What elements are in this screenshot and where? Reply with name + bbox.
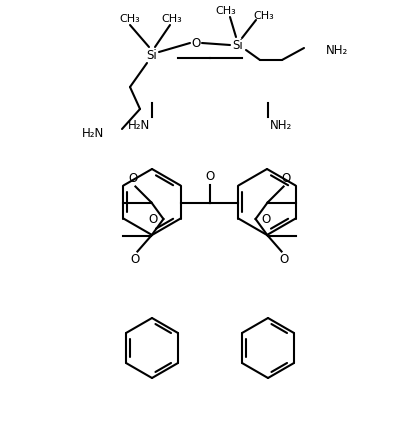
Text: O: O	[281, 172, 290, 185]
Text: NH₂: NH₂	[326, 43, 348, 56]
Text: CH₃: CH₃	[120, 14, 140, 24]
Text: H₂N: H₂N	[82, 126, 104, 139]
Text: Si: Si	[147, 48, 158, 61]
Text: O: O	[131, 253, 140, 266]
Text: O: O	[261, 213, 271, 226]
Text: H₂N: H₂N	[128, 118, 150, 131]
Text: Si: Si	[233, 38, 243, 51]
Text: NH₂: NH₂	[270, 118, 292, 131]
Text: CH₃: CH₃	[253, 11, 274, 21]
Text: O: O	[148, 213, 158, 226]
Text: CH₃: CH₃	[162, 14, 182, 24]
Text: O: O	[191, 37, 201, 50]
Text: O: O	[205, 170, 214, 183]
Text: CH₃: CH₃	[216, 6, 236, 16]
Text: O: O	[279, 253, 288, 266]
Text: O: O	[129, 172, 138, 185]
